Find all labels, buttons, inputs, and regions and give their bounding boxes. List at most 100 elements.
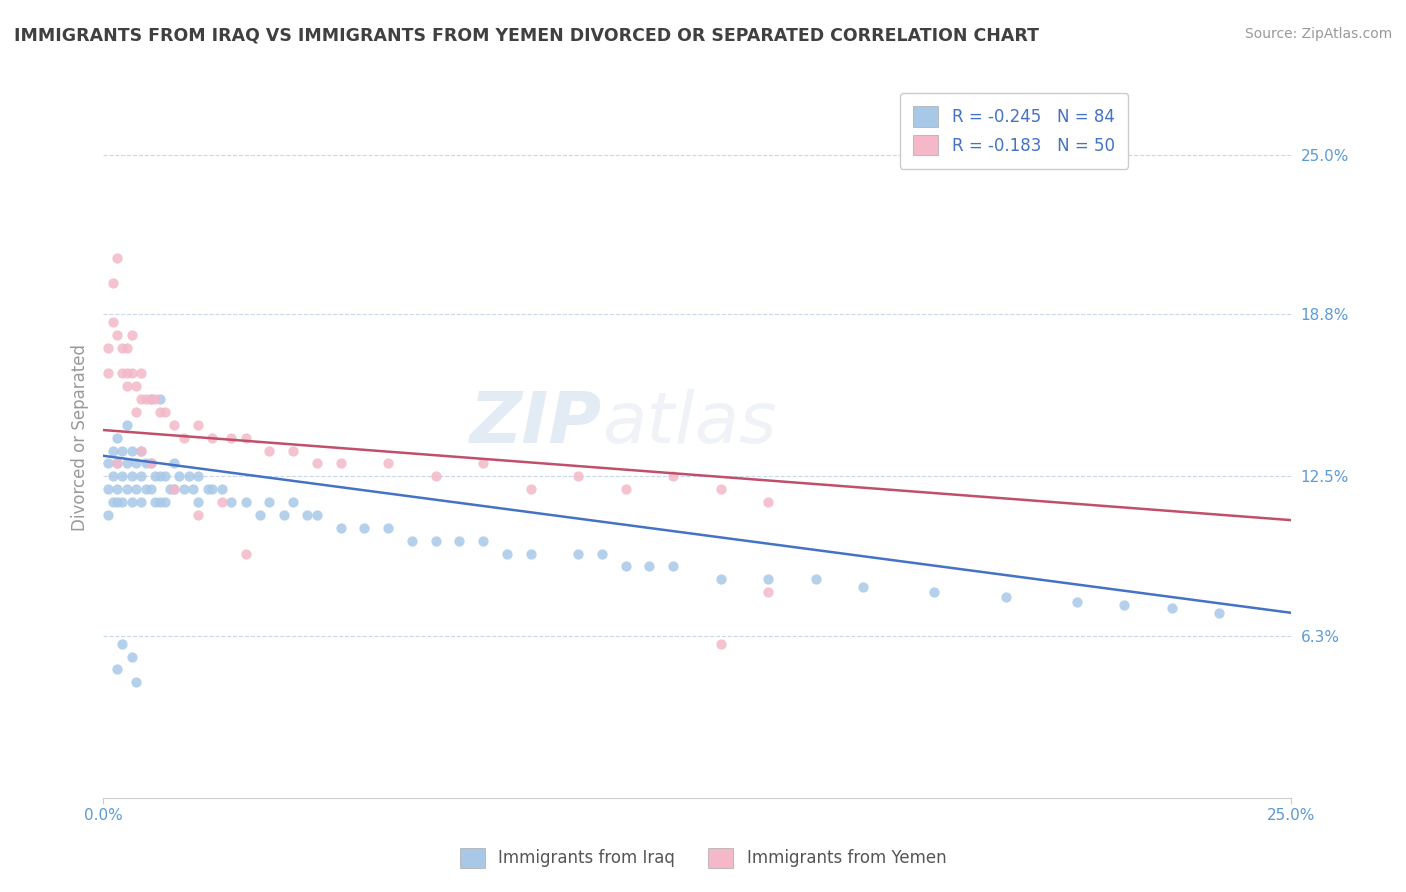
Point — [401, 533, 423, 548]
Point — [1066, 595, 1088, 609]
Point — [115, 482, 138, 496]
Point — [111, 469, 134, 483]
Point — [756, 572, 779, 586]
Point — [105, 495, 128, 509]
Point — [567, 547, 589, 561]
Point — [425, 469, 447, 483]
Point — [121, 327, 143, 342]
Point — [163, 482, 186, 496]
Point — [105, 662, 128, 676]
Point — [105, 431, 128, 445]
Point — [329, 521, 352, 535]
Point — [163, 417, 186, 432]
Legend: Immigrants from Iraq, Immigrants from Yemen: Immigrants from Iraq, Immigrants from Ye… — [453, 841, 953, 875]
Point — [259, 495, 281, 509]
Point — [221, 495, 243, 509]
Point — [710, 572, 733, 586]
Point — [167, 469, 190, 483]
Point — [710, 637, 733, 651]
Point — [139, 392, 162, 406]
Point — [153, 495, 176, 509]
Point — [377, 521, 399, 535]
Point — [305, 457, 328, 471]
Point — [125, 482, 148, 496]
Point — [804, 572, 827, 586]
Point — [105, 457, 128, 471]
Point — [125, 675, 148, 690]
Point — [149, 495, 172, 509]
Point — [115, 379, 138, 393]
Point — [111, 637, 134, 651]
Point — [121, 443, 143, 458]
Point — [115, 367, 138, 381]
Point — [129, 495, 152, 509]
Point — [710, 482, 733, 496]
Point — [472, 457, 495, 471]
Point — [101, 443, 124, 458]
Point — [173, 431, 195, 445]
Point — [145, 392, 167, 406]
Text: Source: ZipAtlas.com: Source: ZipAtlas.com — [1244, 27, 1392, 41]
Point — [187, 417, 209, 432]
Point — [519, 482, 541, 496]
Point — [281, 443, 304, 458]
Point — [183, 482, 205, 496]
Point — [756, 495, 779, 509]
Point — [121, 367, 143, 381]
Point — [994, 591, 1017, 605]
Point — [101, 469, 124, 483]
Point — [177, 469, 200, 483]
Point — [101, 495, 124, 509]
Point — [377, 457, 399, 471]
Point — [115, 457, 138, 471]
Point — [159, 482, 181, 496]
Point — [259, 443, 281, 458]
Point — [235, 547, 257, 561]
Text: atlas: atlas — [602, 389, 776, 458]
Point — [173, 482, 195, 496]
Point — [115, 341, 138, 355]
Point — [924, 585, 946, 599]
Point — [211, 482, 233, 496]
Point — [135, 457, 157, 471]
Point — [249, 508, 271, 522]
Point — [187, 469, 209, 483]
Point — [329, 457, 352, 471]
Point — [1161, 600, 1184, 615]
Point — [135, 392, 157, 406]
Point — [121, 495, 143, 509]
Point — [139, 457, 162, 471]
Point — [662, 469, 685, 483]
Point — [591, 547, 613, 561]
Point — [129, 392, 152, 406]
Point — [153, 405, 176, 419]
Point — [567, 469, 589, 483]
Point — [1208, 606, 1230, 620]
Point — [187, 495, 209, 509]
Point — [149, 405, 172, 419]
Point — [149, 392, 172, 406]
Point — [97, 508, 120, 522]
Point — [614, 559, 637, 574]
Point — [111, 495, 134, 509]
Point — [614, 482, 637, 496]
Point — [129, 443, 152, 458]
Point — [105, 327, 128, 342]
Point — [449, 533, 471, 548]
Point — [201, 482, 224, 496]
Point — [163, 457, 186, 471]
Y-axis label: Divorced or Separated: Divorced or Separated — [72, 344, 89, 532]
Point — [297, 508, 319, 522]
Text: ZIP: ZIP — [470, 389, 602, 458]
Point — [105, 482, 128, 496]
Point — [281, 495, 304, 509]
Point — [105, 251, 128, 265]
Point — [197, 482, 219, 496]
Point — [97, 367, 120, 381]
Point — [1114, 598, 1136, 612]
Point — [139, 392, 162, 406]
Point — [105, 457, 128, 471]
Point — [129, 443, 152, 458]
Point — [135, 482, 157, 496]
Point — [145, 469, 167, 483]
